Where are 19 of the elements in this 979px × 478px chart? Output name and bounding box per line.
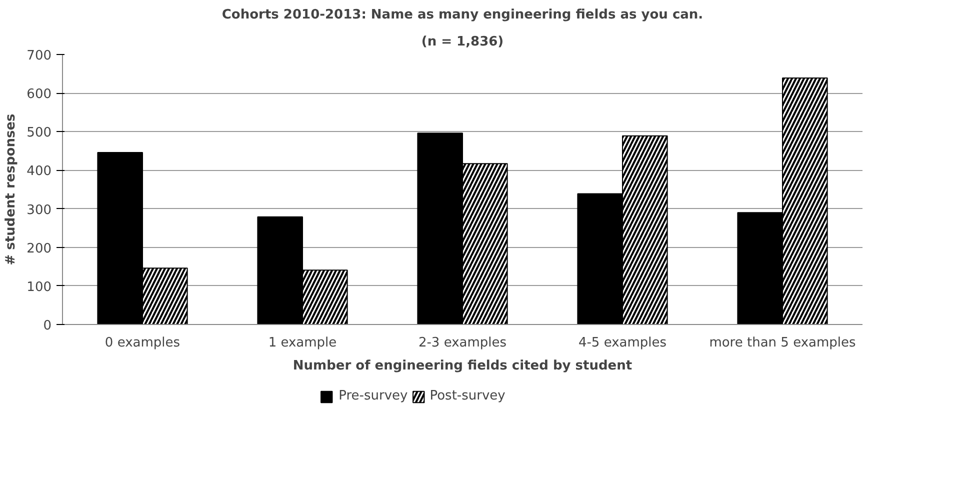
x-tick-label: 2-3 examples (418, 336, 507, 350)
y-tick-label: 400 (26, 164, 52, 180)
y-tick-label: 200 (26, 241, 52, 256)
y-tick-label: 100 (26, 280, 52, 295)
x-tick-label: 1 example (268, 336, 337, 350)
y-tick-label: 500 (26, 126, 52, 141)
x-tick-label: 0 examples (104, 336, 180, 350)
y-axis-title: # student responses (4, 113, 19, 266)
text: Post-survey (430, 388, 506, 404)
legend-label: Pre-survey (338, 388, 408, 404)
y-tick-label: 700 (26, 48, 52, 64)
x-tick-label: more than 5 examples (709, 336, 856, 350)
y-tick-label: 600 (26, 87, 52, 102)
y-tick-label: 300 (26, 202, 52, 218)
chart-subtitle: (n = 1,836) (421, 34, 504, 50)
x-axis-title: Number of engineering fields cited by student (292, 358, 632, 374)
x-tick-label: 4-5 examples (578, 336, 667, 350)
chart-title: Cohorts 2010-2013: Name as many engineering fields as you can. (222, 8, 704, 22)
y-tick-label: 0 (43, 318, 52, 334)
